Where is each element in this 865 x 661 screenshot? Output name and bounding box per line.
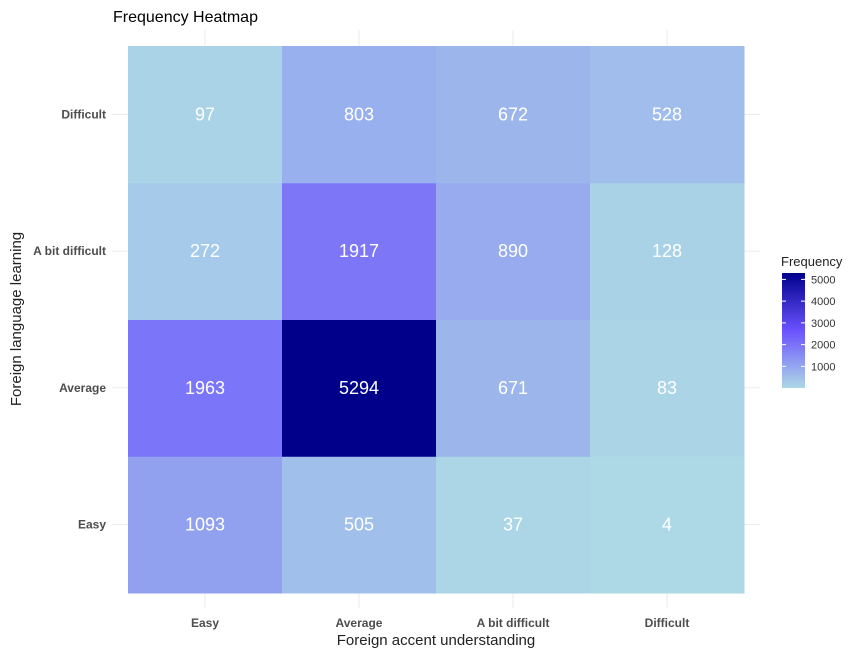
heatmap-cell xyxy=(282,46,437,184)
cell-value-label: 4 xyxy=(662,515,672,535)
heatmap-cell xyxy=(436,182,591,320)
heatmap-cell xyxy=(128,456,283,594)
legend-tick-label: 2000 xyxy=(811,340,835,352)
cell-value-label: 272 xyxy=(190,241,220,261)
x-tick-label: Difficult xyxy=(645,616,690,630)
legend-tick-label: 5000 xyxy=(811,274,835,286)
y-tick-label: A bit difficult xyxy=(33,244,106,258)
heatmap-cell xyxy=(436,319,591,457)
cell-labels: 1093 505 37 4 1963 5294 671 83 272 1917 890 128 97 80… xyxy=(185,104,682,534)
heatmap-cells xyxy=(128,46,745,594)
heatmap-cell xyxy=(282,456,437,594)
heatmap-cell xyxy=(590,182,745,320)
cell-value-label: 803 xyxy=(344,104,374,124)
y-tick-label: Average xyxy=(59,381,106,395)
cell-value-label: 37 xyxy=(503,515,523,535)
heatmap-cell xyxy=(282,319,437,457)
heatmap-cell xyxy=(128,182,283,320)
legend: Frequency 1000 2000 3000 4000 5000 xyxy=(781,254,843,388)
heatmap-cell xyxy=(282,182,437,320)
y-tick-labels: Easy Average A bit difficult Difficult xyxy=(33,107,106,531)
cell-value-label: 1917 xyxy=(339,241,379,261)
heatmap-cell xyxy=(590,456,745,594)
cell-value-label: 672 xyxy=(498,104,528,124)
legend-title: Frequency xyxy=(781,254,843,269)
cell-value-label: 128 xyxy=(652,241,682,261)
cell-value-label: 505 xyxy=(344,515,374,535)
cell-value-label: 1963 xyxy=(185,378,225,398)
x-tick-labels: Easy Average A bit difficult Difficult xyxy=(191,616,689,630)
heatmap-cell xyxy=(436,456,591,594)
cell-value-label: 97 xyxy=(195,104,215,124)
cell-value-label: 671 xyxy=(498,378,528,398)
chart-title: Frequency Heatmap xyxy=(113,9,258,26)
x-tick-label: A bit difficult xyxy=(477,616,550,630)
legend-colorbar xyxy=(782,273,805,388)
legend-ticks: 1000 2000 3000 4000 5000 xyxy=(782,274,835,373)
legend-tick-label: 4000 xyxy=(811,296,835,308)
cell-value-label: 890 xyxy=(498,241,528,261)
x-tick-label: Average xyxy=(336,616,383,630)
y-axis-title: Foreign language learning xyxy=(8,232,25,406)
x-axis-title: Foreign accent understanding xyxy=(337,632,535,649)
heatmap-cell xyxy=(436,46,591,184)
cell-value-label: 528 xyxy=(652,104,682,124)
legend-tick-label: 3000 xyxy=(811,318,835,330)
heatmap-cell xyxy=(128,319,283,457)
cell-value-label: 83 xyxy=(657,378,677,398)
cell-value-label: 1093 xyxy=(185,515,225,535)
y-tick-label: Difficult xyxy=(61,107,106,121)
y-tick-label: Easy xyxy=(78,518,106,532)
heatmap-cell xyxy=(590,319,745,457)
x-tick-label: Easy xyxy=(191,616,219,630)
heatmap-cell xyxy=(128,46,283,184)
heatmap-cell xyxy=(590,46,745,184)
cell-value-label: 5294 xyxy=(339,378,379,398)
legend-tick-label: 1000 xyxy=(811,361,835,373)
